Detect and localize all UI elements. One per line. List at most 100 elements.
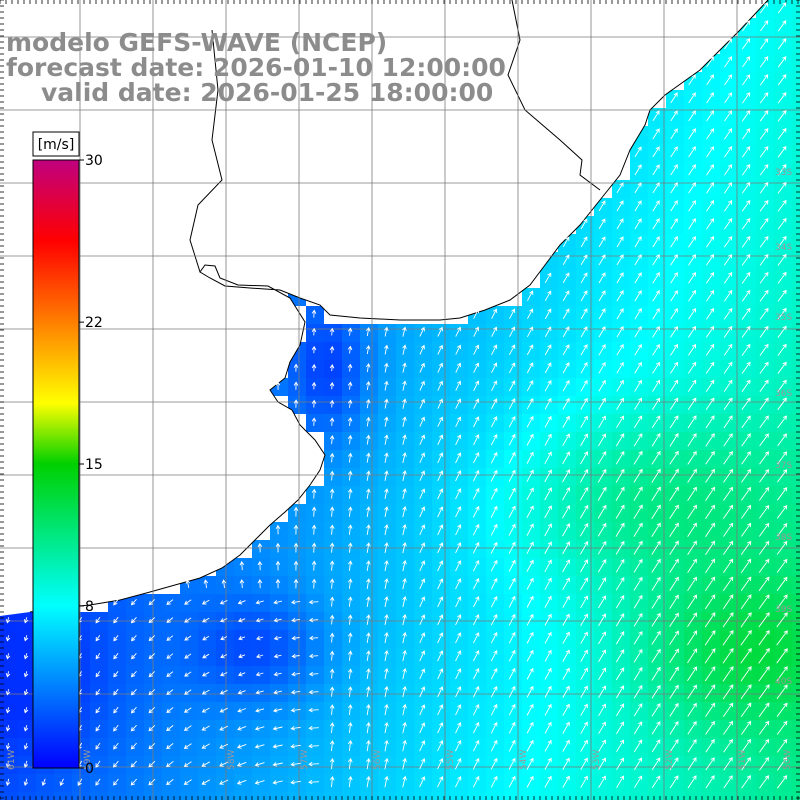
wind-arrow [201, 761, 211, 767]
wind-cell [396, 630, 414, 648]
wind-arrow [597, 468, 607, 483]
wind-cell [630, 234, 648, 252]
wind-cell [288, 738, 306, 756]
wind-arrow [419, 686, 426, 698]
wind-arrow [219, 599, 228, 605]
wind-arrow [509, 380, 516, 392]
wind-arrow [348, 775, 353, 788]
wind-arrow [687, 648, 698, 664]
longitude-label: 59W [83, 750, 93, 770]
wind-cell [306, 594, 324, 612]
wind-cell [792, 234, 800, 252]
wind-arrow [148, 653, 156, 660]
wind-arrow [634, 361, 642, 374]
wind-arrow [290, 779, 301, 785]
wind-arrow [562, 559, 570, 573]
wind-cell [720, 396, 738, 414]
wind-arrow [706, 253, 715, 266]
wind-arrow [508, 775, 516, 788]
wind-cell [774, 18, 792, 36]
wind-arrow [633, 576, 643, 591]
wind-arrow [526, 362, 534, 374]
wind-cell [486, 540, 504, 558]
wind-cell [684, 738, 702, 756]
wind-arrow [634, 146, 642, 158]
wind-cell [774, 576, 792, 594]
wind-arrow [527, 290, 534, 302]
wind-cell [792, 216, 800, 234]
wind-arrow [580, 451, 589, 465]
wind-arrow [544, 469, 552, 483]
wind-cell [702, 792, 720, 800]
wind-arrow [722, 647, 734, 664]
wind-cell [324, 792, 342, 800]
wind-arrow [616, 218, 624, 230]
wind-arrow [473, 398, 480, 410]
wind-cell [288, 702, 306, 720]
wind-cell [738, 36, 756, 54]
wind-arrow [724, 56, 732, 68]
wind-cell [522, 468, 540, 486]
wind-arrow [130, 778, 138, 786]
wind-cell [522, 738, 540, 756]
wind-cell [612, 234, 630, 252]
wind-cell [612, 270, 630, 288]
wind-arrow [616, 308, 624, 320]
wind-cell [234, 720, 252, 738]
wind-arrow [472, 757, 480, 770]
wind-arrow [329, 560, 335, 571]
wind-cell [522, 756, 540, 774]
wind-arrow [238, 653, 246, 659]
wind-cell [594, 306, 612, 324]
wind-cell [216, 594, 234, 612]
wind-arrow [562, 703, 570, 716]
wind-cell [702, 414, 720, 432]
wind-arrow [616, 326, 624, 338]
wind-arrow [238, 635, 246, 641]
wind-cell [702, 396, 720, 414]
wind-arrow [598, 415, 606, 429]
wind-arrow [311, 381, 317, 390]
wind-arrow [384, 721, 389, 734]
wind-arrow [329, 381, 335, 390]
wind-arrow [95, 706, 101, 714]
wind-arrow [777, 271, 787, 284]
wind-cell [522, 288, 540, 306]
wind-cell [540, 486, 558, 504]
wind-arrow [669, 433, 679, 447]
wind-cell [738, 216, 756, 234]
wind-cell [306, 720, 324, 738]
wind-cell [540, 630, 558, 648]
wind-arrows [5, 2, 788, 789]
wind-cell [594, 360, 612, 378]
wind-arrow [365, 381, 371, 391]
wind-arrow [237, 690, 246, 695]
wind-arrow [455, 470, 462, 482]
wind-arrow [509, 362, 516, 374]
wind-cell [216, 792, 234, 800]
wind-cell [576, 342, 594, 360]
wind-arrow [23, 689, 29, 696]
wind-arrow [526, 433, 534, 446]
wind-cell [396, 756, 414, 774]
wind-arrow [706, 200, 714, 212]
wind-arrow [670, 128, 678, 140]
wind-arrow [402, 398, 407, 409]
wind-arrow [293, 381, 299, 390]
wind-arrow [526, 398, 534, 410]
wind-cell [468, 432, 486, 450]
wind-cell [540, 756, 558, 774]
wind-arrow [562, 685, 570, 698]
wind-arrow [633, 504, 643, 519]
wind-cell [666, 216, 684, 234]
wind-arrow [508, 649, 516, 662]
wind-cell [540, 522, 558, 540]
wind-arrow [130, 742, 137, 750]
wind-arrow [437, 758, 444, 770]
wind-arrow [616, 379, 624, 392]
wind-arrow [508, 433, 516, 446]
wind-arrow [759, 253, 769, 266]
wind-arrow [455, 362, 462, 373]
wind-cell [252, 594, 270, 612]
wind-arrow [490, 668, 498, 680]
